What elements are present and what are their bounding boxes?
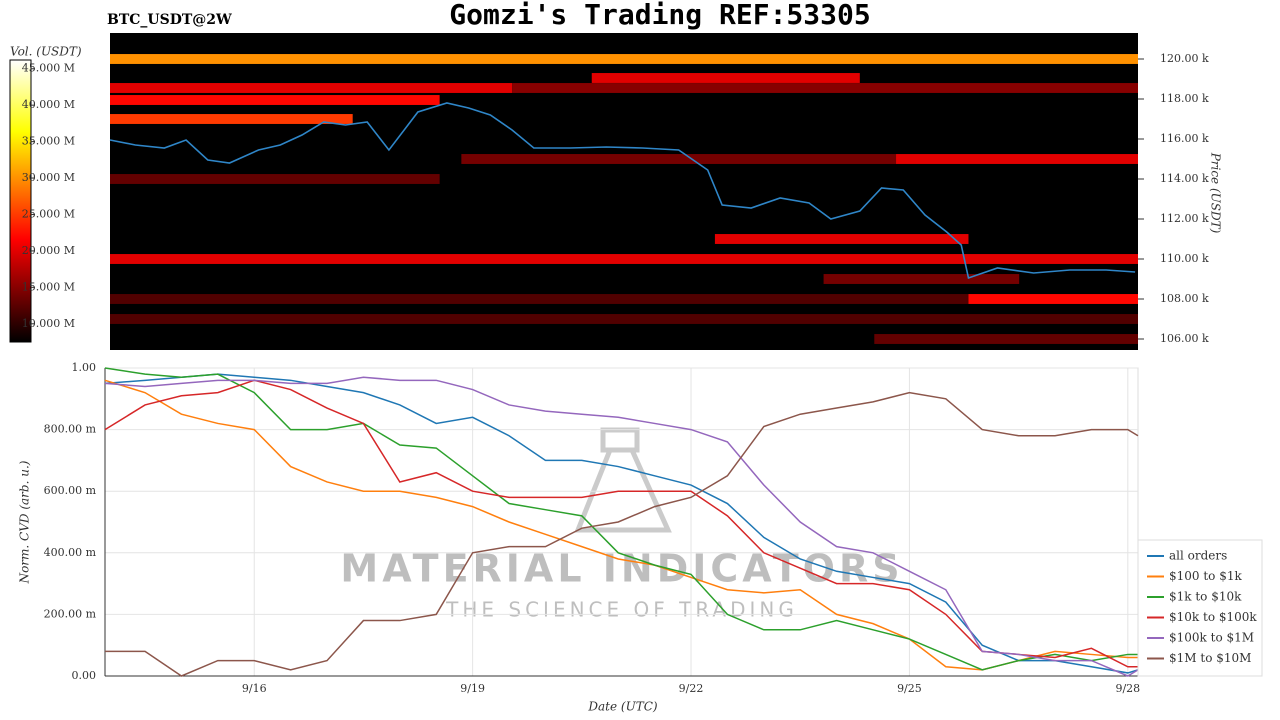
x-axis-label: Date (UTC) <box>587 700 657 714</box>
heat-band <box>110 314 1138 324</box>
watermark-icon <box>574 447 672 533</box>
heat-band <box>823 274 1020 284</box>
heat-band <box>896 154 1138 164</box>
heat-band <box>110 174 440 184</box>
heat-band <box>110 294 969 304</box>
colorbar-tick-label: 10.000 M <box>22 317 75 330</box>
heat-band <box>968 294 1138 304</box>
price-axis-label: Price (USDT) <box>1209 152 1223 234</box>
y-tick-label: 110.00 k <box>1160 252 1209 265</box>
y-tick-label: 116.00 k <box>1160 132 1209 145</box>
y-tick-label: 0.00 <box>72 669 97 682</box>
colorbar-tick-label: 15.000 M <box>22 280 75 293</box>
x-tick-label: 9/25 <box>897 682 922 695</box>
colorbar-tick-label: 35.000 M <box>22 135 75 148</box>
price-line <box>109 102 1136 280</box>
legend: all orders $100 to $1k $1k to $10k $10k to … <box>1137 539 1263 677</box>
y-tick-label: 106.00 k <box>1160 332 1209 345</box>
heat-band <box>110 254 1138 264</box>
colorbar-tick-label: 45.000 M <box>22 62 75 75</box>
legend-label: $100k to $1M <box>1169 631 1254 645</box>
y-tick-label: 114.00 k <box>1160 172 1209 185</box>
y-tick-label: 200.00 m <box>44 607 97 620</box>
y-axis-label: Norm. CVD (arb. u.) <box>18 460 32 584</box>
colorbar-label: Vol. (USDT) <box>10 45 82 59</box>
colorbar-tick-label: 25.000 M <box>22 207 75 220</box>
cvd-line <box>105 391 1139 677</box>
y-tick-label: 800.00 m <box>44 423 97 436</box>
x-tick-label: 9/28 <box>1115 682 1140 695</box>
heat-band <box>110 83 513 93</box>
legend-label: $1M to $10M <box>1169 651 1251 665</box>
legend-box <box>1137 539 1263 677</box>
y-tick-label: 108.00 k <box>1160 292 1209 305</box>
colorbar <box>9 59 32 343</box>
heat-band <box>110 95 440 105</box>
y-tick-label: 400.00 m <box>44 546 97 559</box>
symbol-label: BTC_USDT@2W <box>107 12 232 28</box>
legend-label: $10k to $100k <box>1169 610 1257 624</box>
colorbar-tick-label: 20.000 M <box>22 244 75 257</box>
heat-band <box>110 54 1138 64</box>
heat-band <box>591 73 860 83</box>
heat-band <box>512 83 1138 93</box>
y-tick-label: 600.00 m <box>44 484 97 497</box>
x-tick-label: 9/19 <box>460 682 485 695</box>
legend-label: $100 to $1k <box>1169 569 1242 583</box>
cvd-line <box>104 367 1138 671</box>
y-tick-label: 118.00 k <box>1160 92 1209 105</box>
heat-band <box>874 334 1138 344</box>
x-tick-label: 9/22 <box>679 682 704 695</box>
heat-band <box>714 234 969 244</box>
legend-label: $1k to $10k <box>1169 590 1242 604</box>
heat-band <box>461 154 897 164</box>
x-tick-label: 9/16 <box>242 682 267 695</box>
cvd-line <box>104 373 1139 674</box>
colorbar-tick-label: 30.000 M <box>22 171 75 184</box>
watermark-subtitle: THE SCIENCE OF TRADING <box>445 598 798 622</box>
colorbar-tick-label: 40.000 M <box>22 98 75 111</box>
legend-label: all orders <box>1169 549 1227 563</box>
heat-band <box>110 114 353 124</box>
y-tick-label: 120.00 k <box>1160 52 1209 65</box>
cvd-line <box>104 376 1139 677</box>
y-tick-label: 112.00 k <box>1160 212 1209 225</box>
y-tick-label: 1.00 <box>72 361 97 374</box>
page-title: Gomzi's Trading REF:53305 <box>449 0 870 31</box>
